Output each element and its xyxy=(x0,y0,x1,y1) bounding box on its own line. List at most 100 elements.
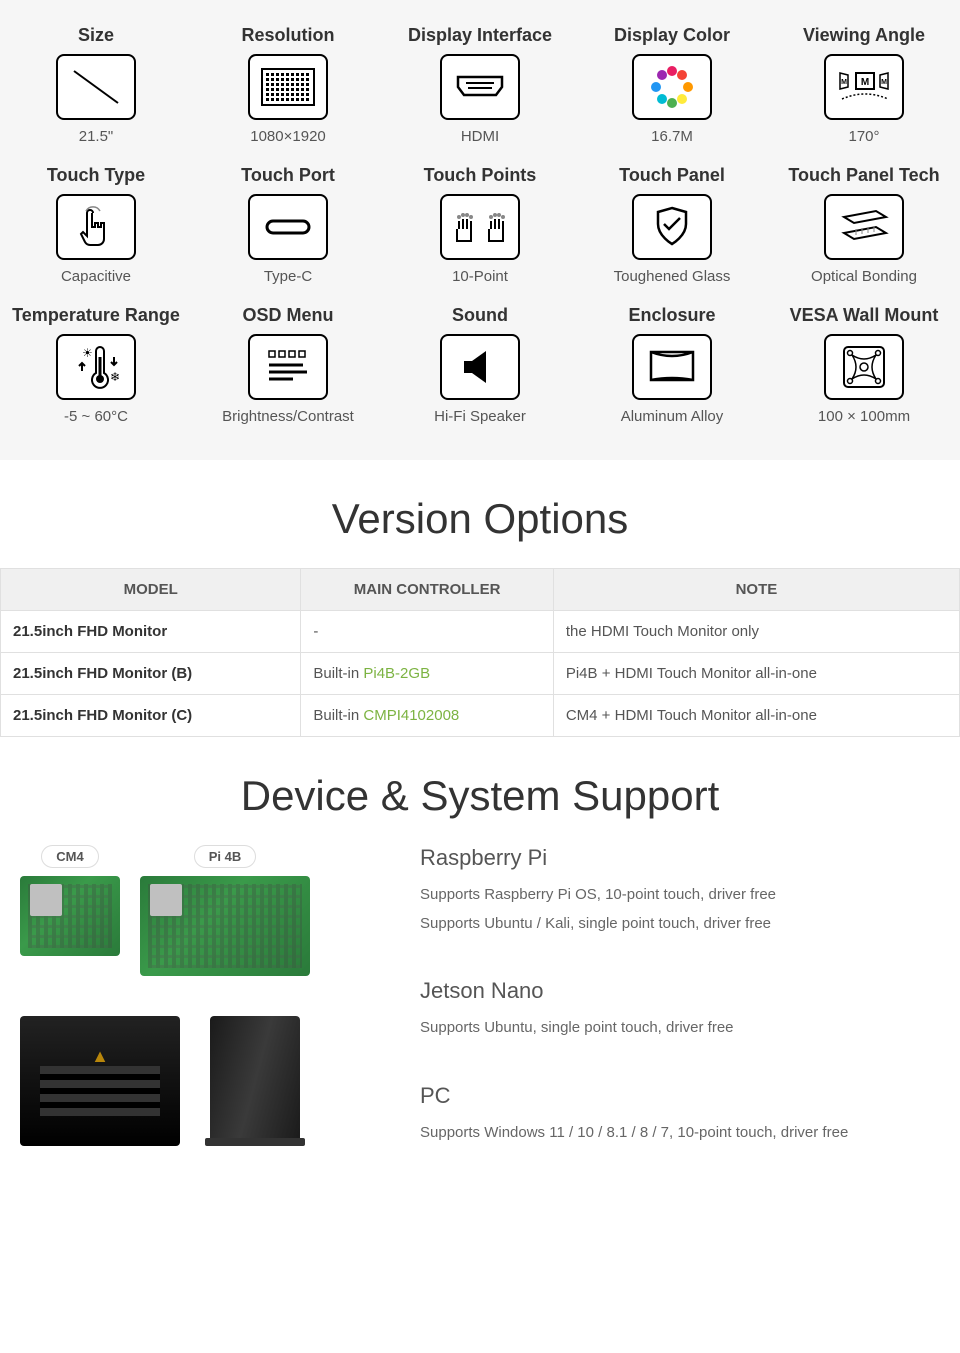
spec-size: Size 21.5" xyxy=(0,20,192,150)
spec-enclosure: Enclosure Aluminum Alloy xyxy=(576,300,768,430)
cell-controller: Built-in CMPI4102008 xyxy=(301,695,554,737)
spec-vesa: VESA Wall Mount 100 × 100mm xyxy=(768,300,960,430)
shield-icon xyxy=(632,194,712,260)
cell-controller: - xyxy=(301,611,554,653)
specs-section: Size 21.5" Resolution 1080×1920 Display … xyxy=(0,0,960,460)
cell-model: 21.5inch FHD Monitor (C) xyxy=(1,695,301,737)
spec-title: OSD Menu xyxy=(197,305,379,326)
table-row: 21.5inch FHD Monitor - the HDMI Touch Mo… xyxy=(1,611,960,653)
viewangle-icon: MMM xyxy=(824,54,904,120)
speaker-icon xyxy=(440,334,520,400)
spec-title: Resolution xyxy=(197,25,379,46)
spec-touch-type: Touch Type Capacitive xyxy=(0,160,192,290)
spec-title: VESA Wall Mount xyxy=(773,305,955,326)
spec-title: Size xyxy=(5,25,187,46)
spec-title: Touch Points xyxy=(389,165,571,186)
spec-value: Optical Bonding xyxy=(773,268,955,285)
spec-display-interface: Display Interface HDMI xyxy=(384,20,576,150)
specs-grid: Size 21.5" Resolution 1080×1920 Display … xyxy=(0,20,960,430)
resolution-icon xyxy=(248,54,328,120)
spec-value: 170° xyxy=(773,128,955,145)
spec-viewing-angle: Viewing Angle MMM 170° xyxy=(768,20,960,150)
cell-note: CM4 + HDMI Touch Monitor all-in-one xyxy=(553,695,959,737)
device-title: PC xyxy=(420,1083,940,1109)
jetson-nano-icon xyxy=(20,1016,180,1146)
spec-title: Touch Port xyxy=(197,165,379,186)
cell-model: 21.5inch FHD Monitor (B) xyxy=(1,653,301,695)
device-desc: Supports Raspberry Pi OS, 10-point touch… xyxy=(420,881,940,938)
spec-value: Capacitive xyxy=(5,268,187,285)
colorwheel-icon xyxy=(632,54,712,120)
table-row: 21.5inch FHD Monitor (C) Built-in CMPI41… xyxy=(1,695,960,737)
vesa-icon xyxy=(824,334,904,400)
svg-text:❄: ❄ xyxy=(110,370,120,384)
device-title: Raspberry Pi xyxy=(420,845,940,871)
hands-icon xyxy=(440,194,520,260)
spec-resolution: Resolution 1080×1920 xyxy=(192,20,384,150)
spec-title: Touch Panel Tech xyxy=(773,165,955,186)
spec-title: Enclosure xyxy=(581,305,763,326)
cell-note: the HDMI Touch Monitor only xyxy=(553,611,959,653)
spec-value: HDMI xyxy=(389,128,571,145)
th-model: MODEL xyxy=(1,569,301,611)
spec-touch-panel-tech: Touch Panel Tech Optical Bonding xyxy=(768,160,960,290)
support-title: Device & System Support xyxy=(0,772,960,820)
cell-model: 21.5inch FHD Monitor xyxy=(1,611,301,653)
device-title: Jetson Nano xyxy=(420,978,940,1004)
osd-icon xyxy=(248,334,328,400)
temp-icon: ☀❄ xyxy=(56,334,136,400)
spec-title: Touch Type xyxy=(5,165,187,186)
spec-value: Type-C xyxy=(197,268,379,285)
hdmi-icon xyxy=(440,54,520,120)
spec-temperature: Temperature Range ☀❄ -5 ~ 60°C xyxy=(0,300,192,430)
th-note: NOTE xyxy=(553,569,959,611)
controller-link[interactable]: CMPI4102008 xyxy=(363,707,459,724)
spec-value: Hi-Fi Speaker xyxy=(389,408,571,425)
board-pi4b: Pi 4B xyxy=(140,845,310,976)
spec-display-color: Display Color 16.7M xyxy=(576,20,768,150)
svg-text:M: M xyxy=(861,77,869,88)
spec-touch-panel: Touch Panel Toughened Glass xyxy=(576,160,768,290)
cm4-label: CM4 xyxy=(41,845,98,868)
pc-tower-icon xyxy=(210,1016,300,1146)
controller-link[interactable]: Pi4B-2GB xyxy=(363,665,430,682)
cell-controller: Built-in Pi4B-2GB xyxy=(301,653,554,695)
spec-value: 1080×1920 xyxy=(197,128,379,145)
spec-title: Display Interface xyxy=(389,25,571,46)
support-images: CM4 Pi 4B xyxy=(20,845,380,1146)
device-desc: Supports Windows 11 / 10 / 8.1 / 8 / 7, … xyxy=(420,1119,940,1148)
spec-sound: Sound Hi-Fi Speaker xyxy=(384,300,576,430)
spec-title: Display Color xyxy=(581,25,763,46)
th-controller: MAIN CONTROLLER xyxy=(301,569,554,611)
spec-title: Sound xyxy=(389,305,571,326)
spec-value: Toughened Glass xyxy=(581,268,763,285)
bonding-icon xyxy=(824,194,904,260)
spec-value: 16.7M xyxy=(581,128,763,145)
svg-text:M: M xyxy=(841,79,847,86)
spec-title: Temperature Range xyxy=(5,305,187,326)
table-row: 21.5inch FHD Monitor (B) Built-in Pi4B-2… xyxy=(1,653,960,695)
size-icon xyxy=(56,54,136,120)
version-options-title: Version Options xyxy=(0,495,960,543)
typec-icon xyxy=(248,194,328,260)
svg-text:☀: ☀ xyxy=(82,346,93,360)
spec-osd-menu: OSD Menu Brightness/Contrast xyxy=(192,300,384,430)
spec-value: Brightness/Contrast xyxy=(197,408,379,425)
enclosure-icon xyxy=(632,334,712,400)
spec-touch-port: Touch Port Type-C xyxy=(192,160,384,290)
spec-title: Viewing Angle xyxy=(773,25,955,46)
board-cm4: CM4 xyxy=(20,845,120,976)
support-text: Raspberry Pi Supports Raspberry Pi OS, 1… xyxy=(420,845,940,1147)
version-table: MODEL MAIN CONTROLLER NOTE 21.5inch FHD … xyxy=(0,568,960,737)
spec-value: -5 ~ 60°C xyxy=(5,408,187,425)
spec-value: 100 × 100mm xyxy=(773,408,955,425)
pi4b-board-icon xyxy=(140,876,310,976)
cell-note: Pi4B + HDMI Touch Monitor all-in-one xyxy=(553,653,959,695)
support-section: CM4 Pi 4B Raspberry Pi Supports Raspberr… xyxy=(0,845,960,1187)
spec-touch-points: Touch Points 10-Point xyxy=(384,160,576,290)
device-desc: Supports Ubuntu, single point touch, dri… xyxy=(420,1014,940,1043)
pi4b-label: Pi 4B xyxy=(194,845,257,868)
cm4-board-icon xyxy=(20,876,120,956)
spec-value: Aluminum Alloy xyxy=(581,408,763,425)
spec-title: Touch Panel xyxy=(581,165,763,186)
